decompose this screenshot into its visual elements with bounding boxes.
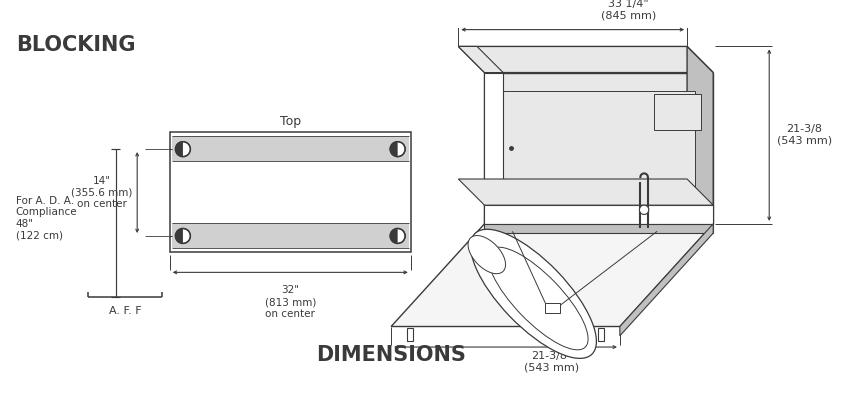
Polygon shape xyxy=(172,136,409,161)
Text: 33 1/4"
(845 mm): 33 1/4" (845 mm) xyxy=(600,0,656,20)
Polygon shape xyxy=(484,205,713,224)
Circle shape xyxy=(390,229,405,243)
Polygon shape xyxy=(484,224,713,233)
Polygon shape xyxy=(484,73,503,224)
Polygon shape xyxy=(391,224,713,326)
Polygon shape xyxy=(620,224,713,336)
Circle shape xyxy=(390,142,405,157)
Polygon shape xyxy=(599,329,604,342)
Ellipse shape xyxy=(471,229,596,358)
Text: 14"
(355.6 mm)
on center: 14" (355.6 mm) on center xyxy=(71,176,133,209)
Text: 21-3/8"
(543 mm): 21-3/8" (543 mm) xyxy=(524,351,579,372)
Polygon shape xyxy=(654,94,701,130)
Polygon shape xyxy=(172,223,409,248)
Polygon shape xyxy=(458,46,503,73)
Ellipse shape xyxy=(468,235,505,274)
Polygon shape xyxy=(458,179,713,205)
Polygon shape xyxy=(545,303,559,313)
Wedge shape xyxy=(390,229,398,243)
Text: For A. D. A.
Compliance
48"
(122 cm): For A. D. A. Compliance 48" (122 cm) xyxy=(16,196,77,241)
Ellipse shape xyxy=(489,247,588,350)
Text: Top: Top xyxy=(280,115,301,127)
Polygon shape xyxy=(407,329,413,342)
Bar xyxy=(170,133,410,252)
Wedge shape xyxy=(176,229,183,243)
Polygon shape xyxy=(503,91,695,205)
Text: A. F. F: A. F. F xyxy=(108,306,141,316)
Polygon shape xyxy=(458,46,713,73)
Text: DIMENSIONS: DIMENSIONS xyxy=(316,345,466,365)
Polygon shape xyxy=(484,73,713,224)
Circle shape xyxy=(639,205,648,214)
Circle shape xyxy=(176,229,190,243)
Wedge shape xyxy=(176,142,183,157)
Text: 32"
(813 mm)
on center: 32" (813 mm) on center xyxy=(265,285,316,319)
Text: 21-3/8
(543 mm): 21-3/8 (543 mm) xyxy=(777,124,832,146)
Wedge shape xyxy=(390,142,398,157)
Circle shape xyxy=(176,142,190,157)
Text: BLOCKING: BLOCKING xyxy=(16,35,135,55)
Polygon shape xyxy=(687,46,713,224)
